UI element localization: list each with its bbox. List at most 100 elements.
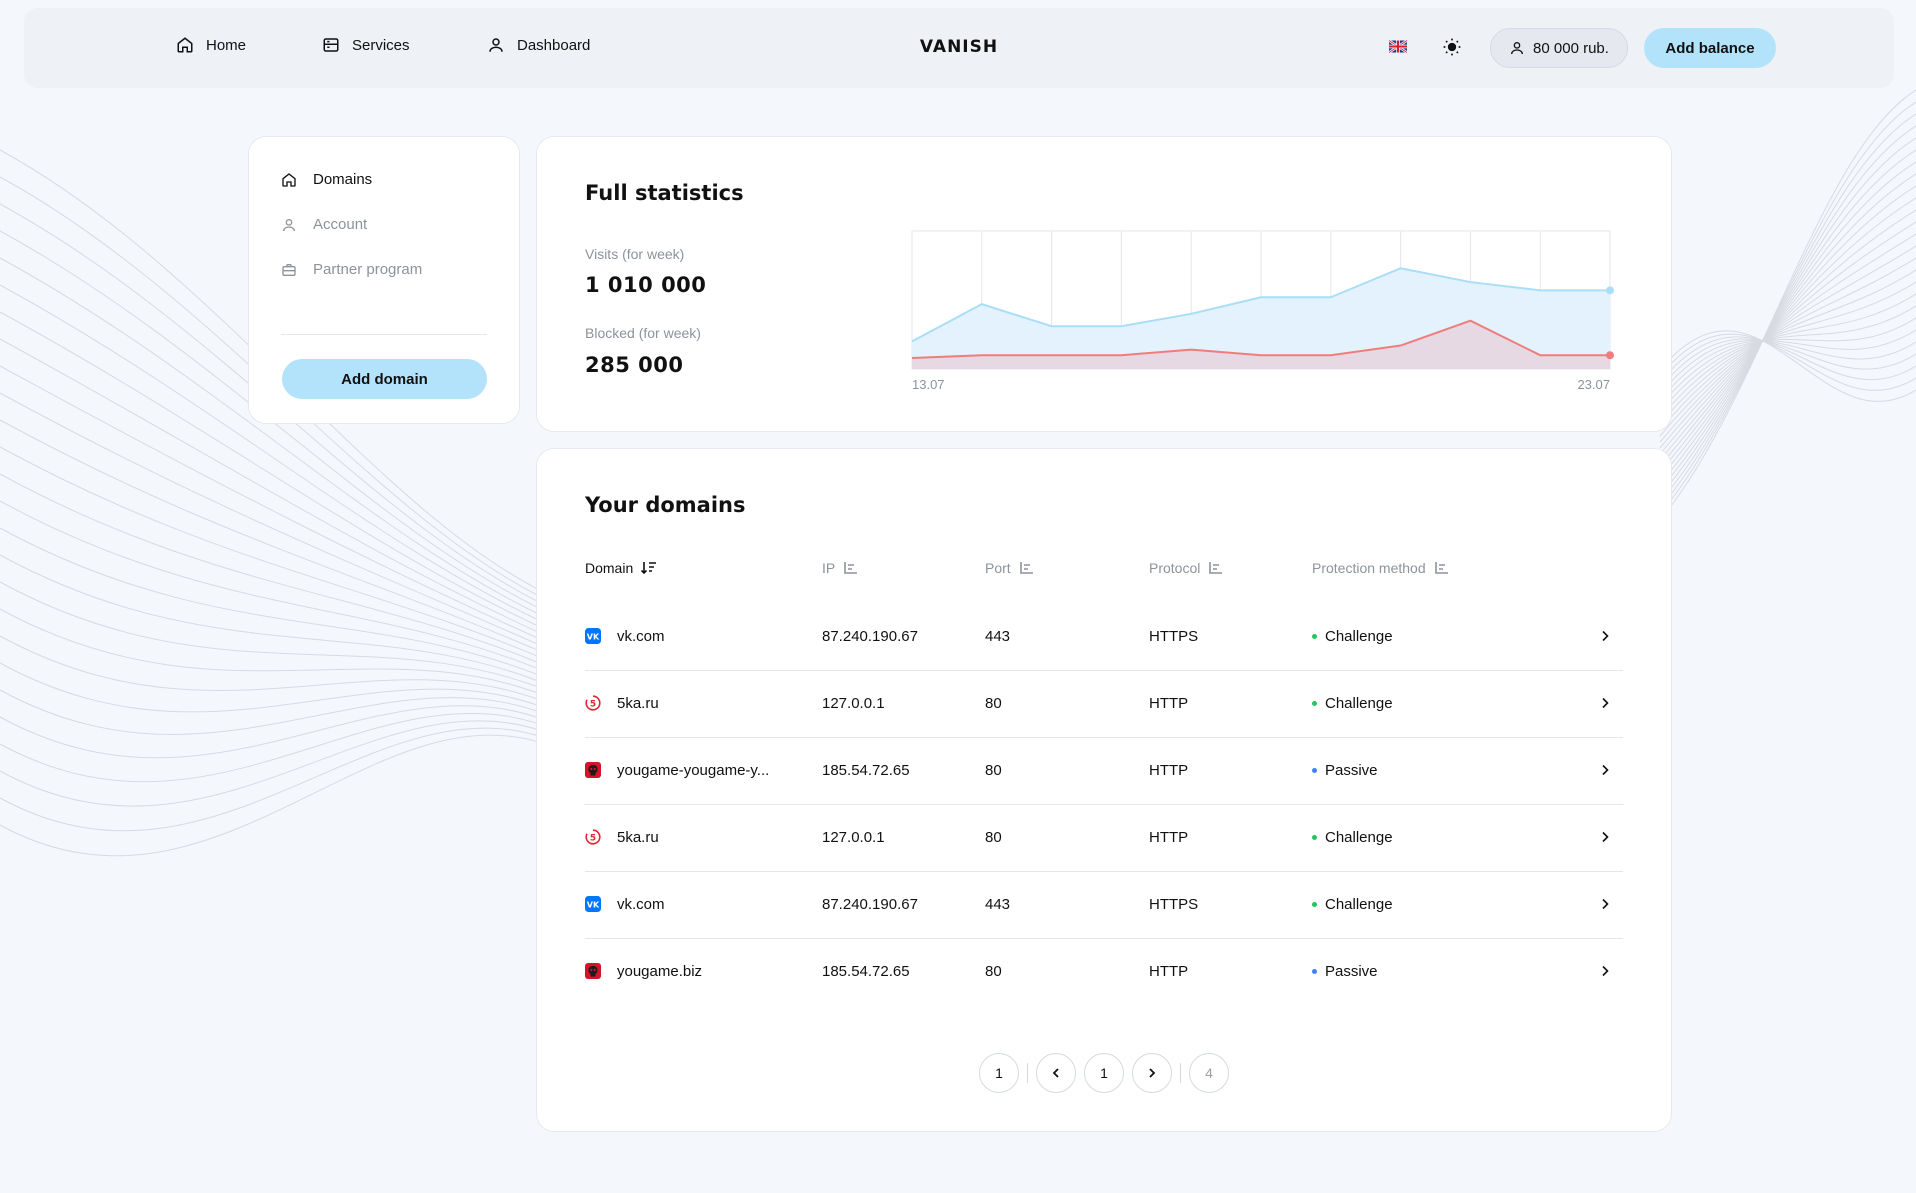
column-header-domain[interactable]: Domain — [585, 560, 657, 576]
background-curve-right — [1659, 185, 1916, 473]
table-row[interactable]: yougame.biz 185.54.72.65 80 HTTP Passive — [585, 939, 1623, 1006]
home-icon — [282, 172, 296, 187]
background-curve-left — [0, 392, 561, 655]
protection-method-label: Challenge — [1325, 896, 1393, 913]
domain-protocol: HTTPS — [1149, 628, 1199, 645]
sidebar: Domains Account Partner program Add doma… — [248, 136, 520, 424]
background-curve-left — [0, 734, 561, 857]
chevron-right-icon — [1149, 1068, 1156, 1078]
background-curve-left — [0, 500, 561, 679]
row-divider — [585, 871, 1623, 872]
background-curve-left — [0, 635, 561, 709]
sidebar-item-account[interactable]: Account — [281, 216, 367, 233]
protection-method-label: Challenge — [1325, 628, 1393, 645]
5ka-icon: 5 — [585, 829, 601, 845]
table-row[interactable]: VK vk.com 87.240.190.67 443 HTTPS Challenge — [585, 604, 1623, 671]
nav-dashboard[interactable]: Dashboard — [487, 36, 590, 54]
domain-port: 80 — [985, 829, 1002, 846]
background-curve-right — [1659, 113, 1916, 509]
page-prev-button[interactable] — [1036, 1053, 1076, 1093]
table-row[interactable]: VK vk.com 87.240.190.67 443 HTTPS Challenge — [585, 872, 1623, 939]
domain-ip: 185.54.72.65 — [822, 963, 910, 980]
theme-toggle-icon[interactable] — [1442, 37, 1462, 57]
domain-ip: 87.240.190.67 — [822, 896, 918, 913]
domain-name: yougame.biz — [617, 963, 703, 980]
column-header-port[interactable]: Port — [985, 560, 1035, 576]
table-row[interactable]: yougame-yougame-y... 185.54.72.65 80 HTTP Pa… — [585, 738, 1623, 805]
vk-icon: VK — [585, 628, 601, 644]
column-header-protection-method[interactable]: Protection method — [1312, 560, 1450, 576]
chevron-right-icon[interactable] — [1599, 630, 1611, 642]
background-curve-left — [0, 365, 561, 649]
domain-ip: 87.240.190.67 — [822, 628, 918, 645]
background-curve-left — [0, 608, 561, 703]
background-curve-right — [1659, 149, 1916, 491]
chevron-right-icon[interactable] — [1599, 965, 1611, 977]
sidebar-item-partner-program[interactable]: Partner program — [281, 261, 422, 278]
background-curve-left — [0, 338, 561, 643]
table-row[interactable]: 5 5ka.ru 127.0.0.1 80 HTTP Challenge — [585, 671, 1623, 738]
background-curve-right — [1659, 305, 1916, 413]
svg-text:VK: VK — [587, 632, 600, 641]
add-balance-button[interactable]: Add balance — [1644, 28, 1776, 68]
sort-icon — [1209, 562, 1223, 574]
page-next-button[interactable] — [1132, 1053, 1172, 1093]
pager-separator — [1180, 1063, 1181, 1083]
status-dot — [1312, 767, 1317, 773]
background-curve-left — [0, 257, 561, 625]
page-first-button[interactable]: 1 — [979, 1053, 1019, 1093]
chart-area-blocked — [912, 320, 1610, 369]
protection-method: Challenge — [1312, 829, 1393, 846]
background-curve-right — [1659, 233, 1916, 449]
background-curve-left — [0, 419, 561, 661]
yougame-icon — [585, 762, 601, 778]
statistics-card: Full statistics Visits (for week) 1 010 … — [536, 136, 1672, 432]
background-curve-left — [0, 311, 561, 637]
sidebar-item-label: Partner program — [313, 261, 423, 278]
background-curve-left — [0, 689, 561, 735]
background-curve-right — [1659, 221, 1916, 455]
language-flag-icon[interactable] — [1389, 40, 1407, 53]
domain-protocol: HTTP — [1149, 963, 1189, 980]
domain-protocol: HTTP — [1149, 695, 1189, 712]
domain-ip: 185.54.72.65 — [822, 762, 910, 779]
table-row[interactable]: 5 5ka.ru 127.0.0.1 80 HTTP Challenge — [585, 805, 1623, 872]
balance-button[interactable]: 80 000 rub. — [1490, 28, 1628, 68]
page-last-button[interactable]: 4 — [1189, 1053, 1229, 1093]
background-curve-right — [1659, 101, 1916, 515]
protection-method-label: Passive — [1325, 762, 1378, 779]
sidebar-item-domains[interactable]: Domains — [281, 171, 372, 188]
column-header-protocol[interactable]: Protocol — [1149, 560, 1224, 576]
background-curve-right — [1659, 281, 1916, 425]
background-curve-left — [0, 473, 561, 673]
column-header-label: Protocol — [1149, 560, 1201, 576]
domain-port: 80 — [985, 762, 1002, 779]
nav-services-label: Services — [352, 36, 410, 54]
domain-name: vk.com — [617, 628, 665, 645]
add-domain-button[interactable]: Add domain — [282, 359, 487, 399]
visits-label: Visits (for week) — [585, 246, 685, 262]
services-icon — [323, 38, 339, 52]
svg-text:5: 5 — [590, 833, 596, 843]
chevron-right-icon[interactable] — [1599, 898, 1611, 910]
blocked-label: Blocked (for week) — [585, 325, 701, 341]
chevron-right-icon[interactable] — [1599, 697, 1611, 709]
top-navbar: Home Services Dashboard VANISH 80 000 ru… — [24, 8, 1894, 88]
background-curve-right — [1659, 293, 1916, 419]
nav-home[interactable]: Home — [176, 36, 246, 54]
briefcase-icon — [282, 263, 296, 276]
user-icon — [489, 38, 503, 52]
status-dot — [1312, 834, 1317, 840]
nav-services[interactable]: Services — [322, 36, 410, 54]
column-header-ip[interactable]: IP — [822, 560, 859, 576]
status-dot — [1312, 633, 1317, 639]
visits-value: 1 010 000 — [585, 273, 707, 297]
background-curve-right — [1659, 329, 1916, 401]
page-current-button[interactable]: 1 — [1084, 1053, 1124, 1093]
nav-dashboard-label: Dashboard — [517, 36, 591, 54]
domain-port: 443 — [985, 896, 1011, 913]
chevron-right-icon[interactable] — [1599, 764, 1611, 776]
background-curve-right — [1659, 173, 1916, 479]
chevron-right-icon[interactable] — [1599, 831, 1611, 843]
